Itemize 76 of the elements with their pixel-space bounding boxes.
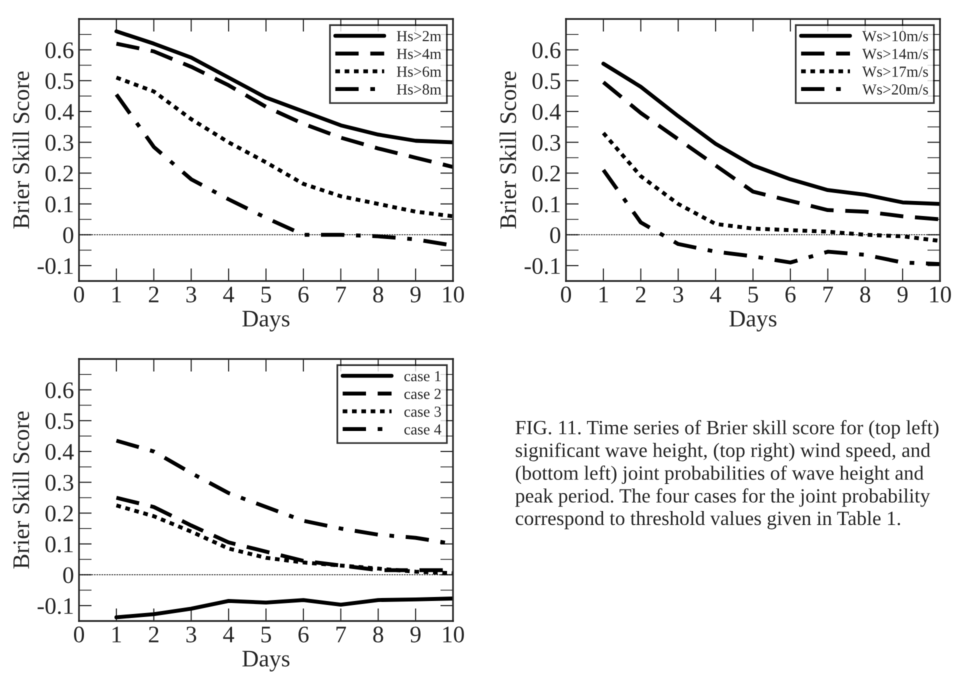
y-tick-label: 0.1 [46, 196, 73, 212]
x-tick-label: 5 [261, 286, 271, 302]
y-tick-label: -0.1 [38, 598, 73, 614]
y-tick-label: 0.4 [532, 104, 561, 120]
y-tick-label: 0.3 [46, 134, 74, 151]
x-tick-label: 5 [748, 286, 758, 302]
y-tick-label: 0 [550, 227, 560, 244]
x-tick-label: 9 [410, 626, 421, 642]
y-tick-label: 0.4 [46, 444, 74, 460]
y-tick-label: 0.5 [46, 413, 74, 430]
y-tick-label: -0.1 [38, 258, 73, 274]
y-tick-label: 0.6 [532, 42, 560, 58]
y-axis-title: Brier Skill Score [12, 411, 30, 569]
x-tick-label: 1 [112, 626, 121, 642]
x-tick-label: 3 [673, 286, 684, 302]
x-tick-label: 4 [223, 626, 234, 642]
x-tick-label: 4 [710, 286, 722, 302]
x-tick-label: 6 [786, 286, 796, 302]
x-tick-label: 6 [298, 626, 309, 642]
x-tick-label: 9 [410, 286, 421, 302]
x-tick-label: 0 [74, 286, 84, 302]
legend-label: Hs>4m [396, 48, 442, 60]
x-tick-label: 8 [860, 286, 870, 302]
y-tick-label: 0.2 [46, 166, 73, 182]
x-tick-label: 3 [186, 626, 196, 642]
x-tick-label: 5 [261, 626, 271, 642]
x-tick-label: 6 [298, 286, 309, 302]
x-tick-label: 4 [223, 286, 234, 302]
x-tick-label: 10 [443, 626, 464, 642]
y-tick-label: 0.3 [532, 134, 560, 151]
y-tick-label: 0 [63, 227, 74, 244]
y-tick-label: 0.5 [46, 73, 74, 90]
legend-label: case 1 [404, 371, 441, 382]
y-tick-label: 0.2 [46, 506, 73, 522]
x-tick-label: 2 [148, 626, 158, 642]
x-tick-label: 7 [336, 286, 346, 302]
x-tick-label: 8 [373, 626, 384, 642]
x-axis-title: Days [242, 310, 290, 332]
x-tick-label: 9 [897, 286, 908, 302]
x-tick-label: 8 [373, 286, 384, 302]
y-tick-label: -0.1 [524, 258, 560, 274]
legend-label: Hs>6m [396, 66, 442, 77]
y-tick-label: 0.5 [532, 73, 560, 90]
y-axis-title: Brier Skill Score [500, 71, 516, 229]
x-tick-label: 0 [74, 626, 84, 642]
x-tick-label: 0 [560, 286, 572, 302]
x-tick-label: 1 [600, 286, 608, 302]
x-tick-label: 7 [823, 286, 834, 302]
y-axis-title: Brier Skill Score [12, 71, 30, 229]
legend-label: Ws>10m/s [862, 30, 928, 42]
y-tick-label: 0.6 [46, 382, 74, 398]
legend-label: case 2 [404, 388, 441, 400]
x-tick-label: 2 [148, 286, 158, 302]
x-tick-label: 7 [336, 626, 346, 642]
legend-label: case 4 [404, 424, 442, 435]
x-tick-label: 10 [930, 286, 951, 302]
y-tick-label: 0.1 [532, 196, 560, 212]
x-tick-label: 2 [636, 286, 646, 302]
x-axis-title: Days [729, 310, 776, 332]
y-tick-label: 0.1 [46, 536, 73, 552]
legend-label: Ws>17m/s [862, 66, 928, 77]
caption: FIG. 11. Time series of Brier skill score for (top left) significant wave height, (top right) wind speed, and (bottom left) joint probabilities of wave height and peak period. The four cases for the joint probability correspond to threshold values given in Table 1. [515, 420, 938, 530]
x-tick-label: 1 [112, 286, 121, 302]
legend-label: Ws>14m/s [862, 48, 928, 60]
legend-label: Hs>2m [396, 31, 442, 42]
y-tick-label: 0 [63, 567, 74, 584]
y-tick-label: 0.3 [46, 474, 74, 491]
y-tick-label: 0.2 [532, 166, 560, 182]
legend-label: Ws>20m/s [862, 84, 928, 95]
y-tick-label: 0.4 [46, 104, 74, 120]
y-tick-label: 0.6 [46, 42, 74, 58]
x-tick-label: 10 [443, 286, 464, 302]
x-axis-title: Days [242, 650, 290, 672]
x-tick-label: 3 [186, 286, 196, 302]
legend-label: Hs>8m [396, 84, 442, 95]
legend-label: case 3 [404, 406, 441, 417]
